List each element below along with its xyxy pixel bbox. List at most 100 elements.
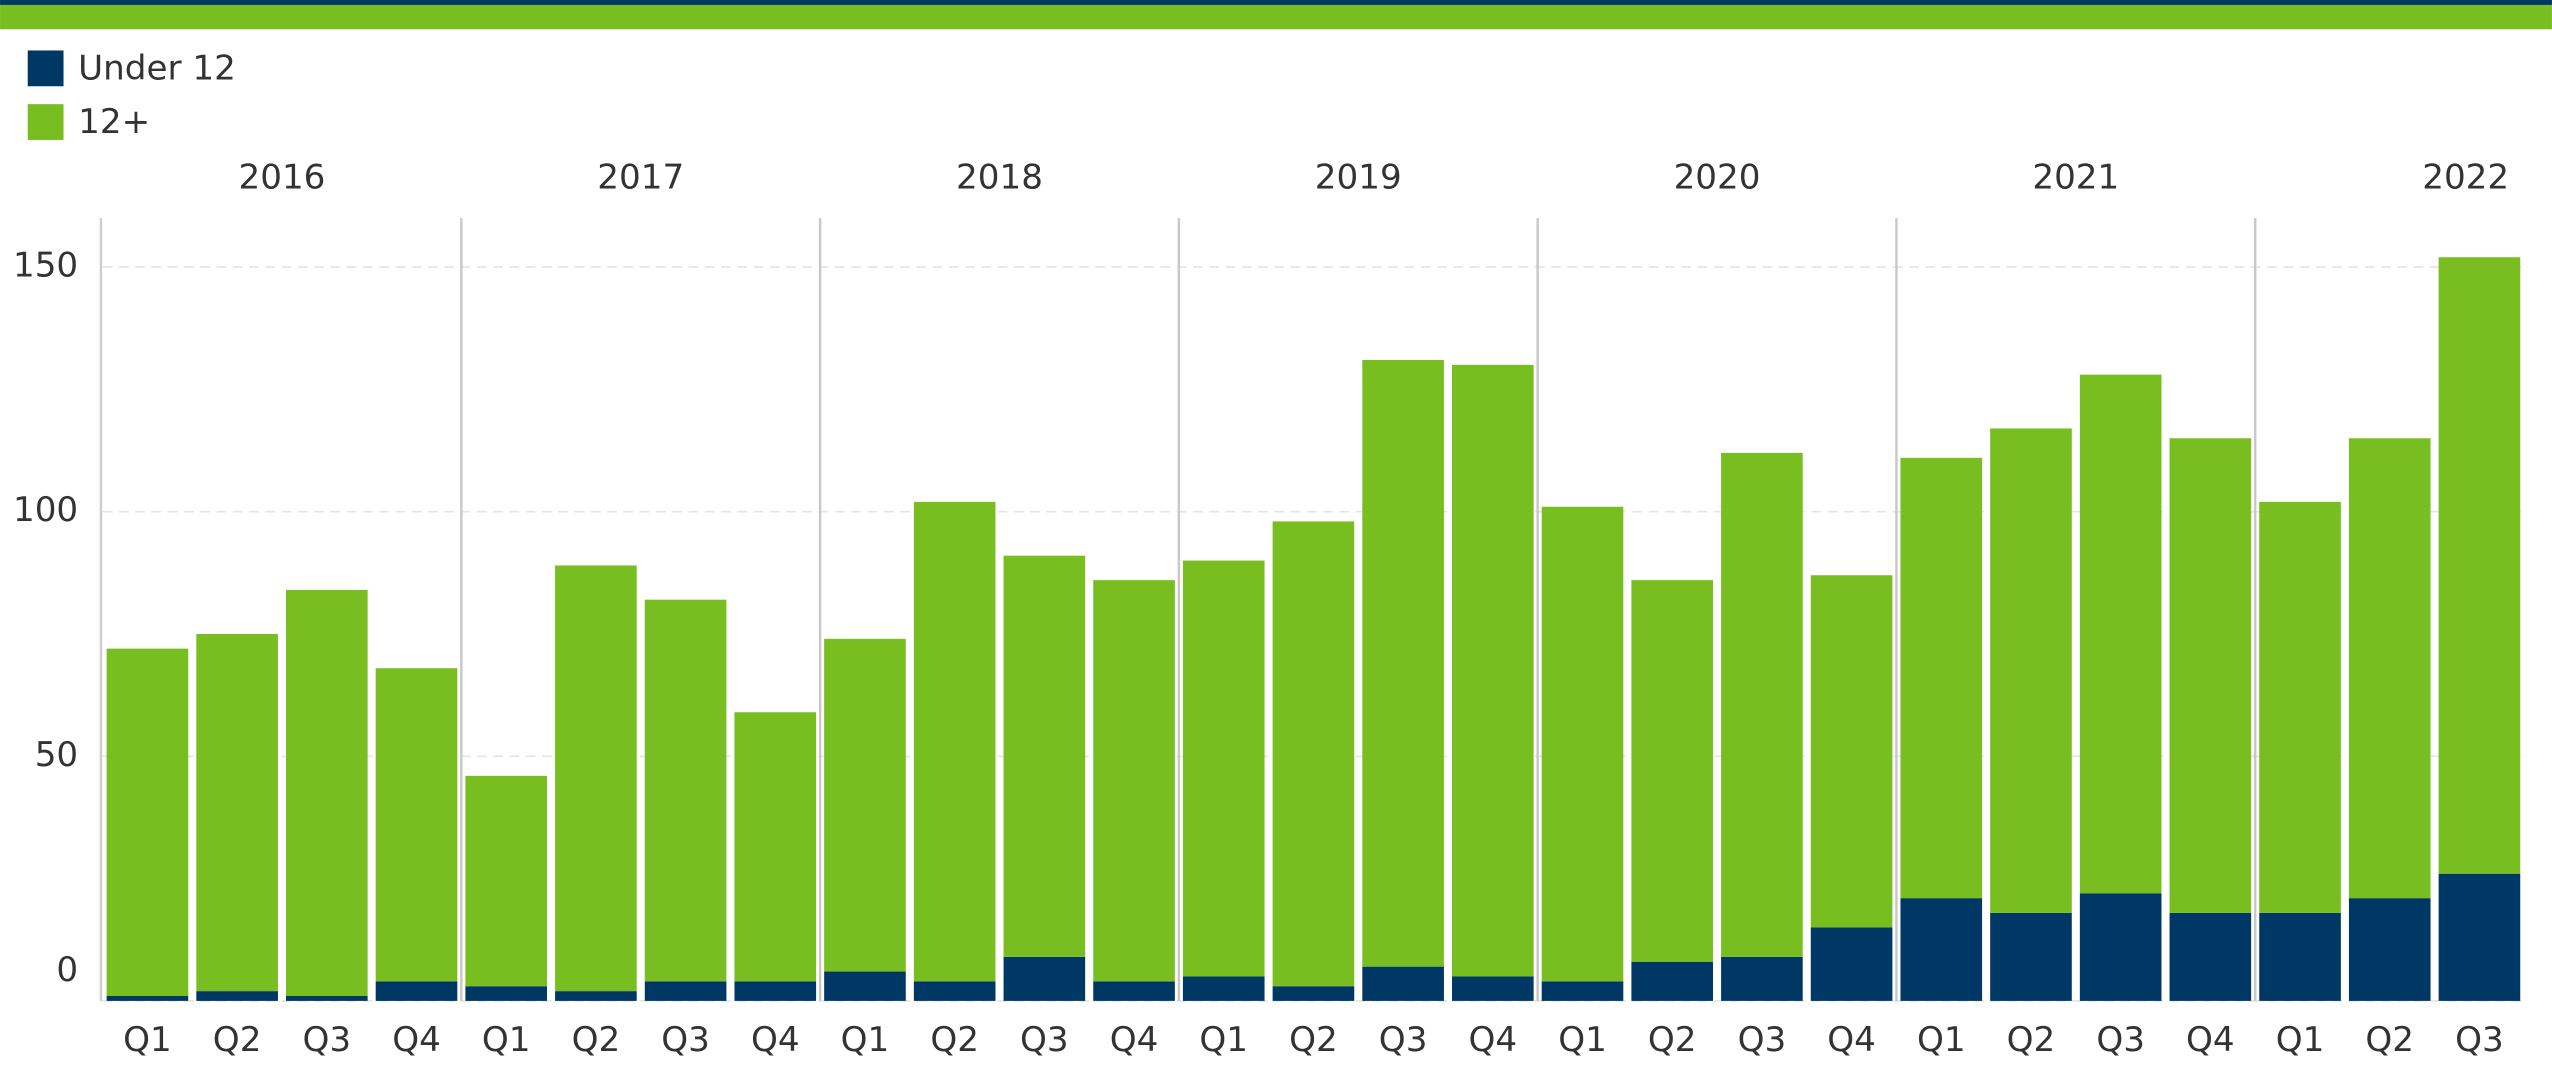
- bar-segment: [734, 712, 817, 982]
- bar-segment: [196, 991, 278, 1001]
- bar-segment: [286, 589, 368, 997]
- x-tick-label: Q1: [2276, 1020, 2325, 1060]
- x-tick-label: Q3: [1738, 1020, 1787, 1060]
- bar-segment: [2259, 912, 2341, 1001]
- bar-segment: [1272, 521, 1355, 987]
- bar-segment: [1093, 981, 1175, 1001]
- bar-segment: [1990, 912, 2072, 1001]
- bar-segment: [644, 981, 727, 1001]
- x-tick-label: Q2: [213, 1020, 262, 1060]
- bar-segment: [1362, 966, 1444, 1001]
- bar-segment: [913, 501, 996, 982]
- x-tick-label: Q4: [751, 1020, 800, 1060]
- bar-segment: [1631, 961, 1714, 1001]
- year-label: 2016: [239, 158, 326, 198]
- bar-segment: [1003, 555, 1086, 957]
- bar-segment: [375, 981, 458, 1001]
- bar-segment: [1990, 428, 2072, 913]
- bar-segment: [2259, 501, 2341, 913]
- top-line: [0, 0, 2552, 5]
- bar-segment: [1093, 580, 1175, 982]
- bar-segment: [196, 633, 278, 992]
- x-tick-label: Q4: [1827, 1020, 1876, 1060]
- x-tick-label: Q3: [303, 1020, 352, 1060]
- bar-segment: [1452, 364, 1534, 977]
- bar-segment: [106, 648, 189, 997]
- bar-segment: [1721, 452, 1803, 957]
- bar-segment: [2348, 438, 2431, 899]
- bar-segment: [2169, 438, 2252, 913]
- year-label: 2022: [2422, 158, 2509, 198]
- x-tick-label: Q2: [1289, 1020, 1338, 1060]
- year-label: 2018: [956, 158, 1043, 198]
- bar-segment: [1541, 981, 1624, 1001]
- bar-segment: [2079, 893, 2162, 1001]
- bar-segment: [2169, 912, 2252, 1001]
- bar-segment: [1452, 976, 1534, 1001]
- x-tick-label: Q4: [392, 1020, 441, 1060]
- bar-segment: [734, 981, 817, 1001]
- legend-label: Under 12: [78, 48, 236, 88]
- bar-segment: [1182, 560, 1265, 977]
- bar-segment: [1900, 898, 1983, 1001]
- x-tick-label: Q1: [482, 1020, 531, 1060]
- bar-segment: [1362, 359, 1444, 967]
- legend-swatch: [27, 104, 64, 140]
- y-tick-label: 50: [35, 735, 78, 775]
- bar-segment: [1900, 457, 1983, 899]
- year-label: 2020: [1674, 158, 1761, 198]
- x-tick-label: Q1: [1917, 1020, 1966, 1060]
- x-tick-label: Q4: [2186, 1020, 2235, 1060]
- x-tick-label: Q1: [841, 1020, 890, 1060]
- year-label: 2019: [1315, 158, 1402, 198]
- bar-segment: [555, 991, 637, 1001]
- bar-segment: [1631, 580, 1714, 962]
- x-tick-label: Q3: [1379, 1020, 1428, 1060]
- x-tick-label: Q2: [930, 1020, 979, 1060]
- bar-segment: [1003, 956, 1086, 1001]
- bar-segment: [465, 986, 548, 1001]
- year-label: 2021: [2032, 158, 2119, 198]
- x-tick-label: Q3: [2096, 1020, 2145, 1060]
- bar-segment: [1810, 927, 1893, 1001]
- bar-segment: [1810, 575, 1893, 928]
- top-bar: [0, 0, 2552, 30]
- bar-segment: [2348, 898, 2431, 1001]
- bar-segment: [1721, 956, 1803, 1001]
- x-tick-label: Q3: [661, 1020, 710, 1060]
- bar-segment: [913, 981, 996, 1001]
- year-label: 2017: [597, 158, 684, 198]
- x-tick-label: Q4: [1469, 1020, 1518, 1060]
- x-tick-label: Q3: [2455, 1020, 2504, 1060]
- x-tick-label: Q4: [1110, 1020, 1159, 1060]
- x-tick-label: Q2: [2007, 1020, 2056, 1060]
- bar-segment: [824, 638, 906, 972]
- bar-segment: [1182, 976, 1265, 1001]
- bar-segment: [2438, 873, 2521, 1001]
- x-tick-label: Q2: [1648, 1020, 1697, 1060]
- legend-label: 12+: [78, 102, 150, 142]
- y-tick-label: 150: [13, 246, 78, 286]
- x-tick-label: Q1: [1199, 1020, 1248, 1060]
- bar-segment: [2079, 374, 2162, 894]
- legend-swatch: [27, 50, 64, 87]
- x-tick-label: Q2: [2365, 1020, 2414, 1060]
- bar-segment: [2438, 257, 2521, 874]
- bar-segment: [1272, 986, 1355, 1001]
- bar-segment: [1541, 506, 1624, 982]
- bar-segment: [644, 599, 727, 982]
- bar-segment: [824, 971, 906, 1001]
- y-tick-label: 0: [56, 950, 78, 990]
- bar-segment: [286, 996, 368, 1001]
- bar-segment: [555, 565, 637, 992]
- x-tick-label: Q2: [572, 1020, 621, 1060]
- x-tick-label: Q1: [1558, 1020, 1607, 1060]
- x-tick-label: Q3: [1020, 1020, 1069, 1060]
- y-tick-label: 100: [13, 490, 78, 530]
- bar-segment: [106, 996, 189, 1001]
- x-tick-label: Q1: [123, 1020, 172, 1060]
- bar-segment: [465, 775, 548, 987]
- bar-segment: [375, 668, 458, 982]
